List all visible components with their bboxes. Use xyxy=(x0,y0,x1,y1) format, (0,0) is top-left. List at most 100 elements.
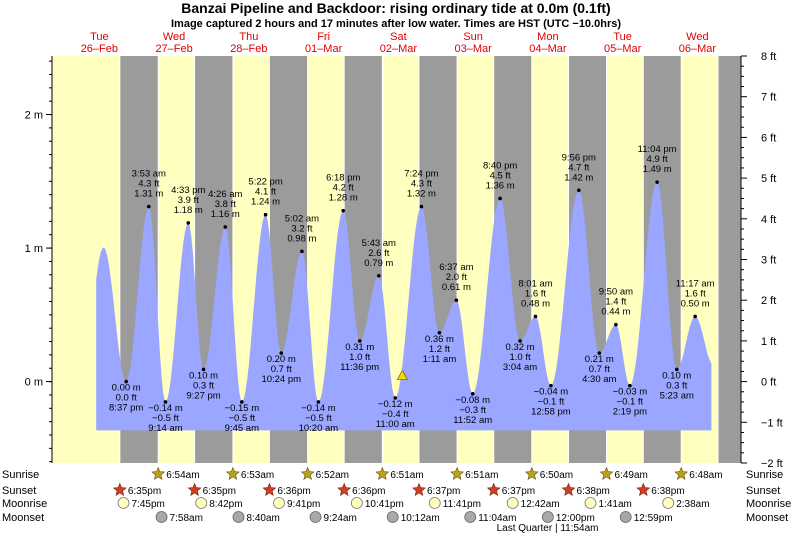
moonrise-time: 12:42am xyxy=(521,499,560,510)
moonrise-icon xyxy=(662,497,675,509)
tide-label: 10:24 pm xyxy=(261,374,301,385)
tide-label: −0.12 m xyxy=(378,399,413,410)
sunrise-star-icon xyxy=(225,466,240,480)
tide-label: −0.4 ft xyxy=(382,409,409,420)
tide-label: 4.7 ft xyxy=(568,162,589,173)
tide-label: 5:22 pm xyxy=(248,177,282,188)
tide-label: 1.28 m xyxy=(329,193,358,204)
tide-label: 4:26 am xyxy=(208,189,242,200)
low-tide-marker xyxy=(597,351,602,355)
tide-label: 0.3 ft xyxy=(666,380,687,391)
day-date-label: 28–Feb xyxy=(230,43,267,55)
tide-label: 0.7 ft xyxy=(271,364,292,375)
tide-label: 1.24 m xyxy=(251,197,280,208)
sunset-row-label-left: Sunset xyxy=(2,485,36,497)
moonset-time: 11:04am xyxy=(478,513,516,524)
sunrise-star-icon xyxy=(151,466,166,480)
low-tide-marker xyxy=(674,367,679,372)
day-date-label: 26–Feb xyxy=(81,43,118,55)
tide-label: 0.21 m xyxy=(585,354,614,365)
tide-label: −0.08 m xyxy=(455,395,490,406)
ft-tick-label: 2 ft xyxy=(761,295,776,307)
sunset-time: 6:36pm xyxy=(277,486,310,497)
moonset-icon xyxy=(386,511,399,523)
moonset-row-label-right: Moonset xyxy=(746,512,788,524)
moonset-time: 8:40am xyxy=(246,513,279,524)
tide-label: −0.14 m xyxy=(301,403,336,414)
moonrise-time: 2:38am xyxy=(676,499,709,510)
high-tide-marker xyxy=(655,180,659,184)
tide-label: 0.00 m xyxy=(112,383,141,394)
moonset-icon xyxy=(619,511,632,523)
sunrise-star-icon xyxy=(674,466,689,480)
tide-label: 1.4 ft xyxy=(605,297,626,308)
ft-tick-label: 1 ft xyxy=(761,336,776,348)
tide-label: 0.0 ft xyxy=(116,393,137,404)
ft-tick-label: 6 ft xyxy=(761,132,776,144)
sunrise-row-label-right: Sunrise xyxy=(746,469,783,481)
moonset-time: 12:00pm xyxy=(556,513,595,524)
sunrise-star-icon xyxy=(599,466,614,480)
moonset-time: 10:12am xyxy=(401,513,440,524)
high-tide-marker xyxy=(533,314,538,319)
m-tick-label: 2 m xyxy=(25,110,43,122)
tide-label: 8:37 pm xyxy=(109,403,143,414)
high-tide-marker xyxy=(693,314,697,319)
tide-label: 0.10 m xyxy=(662,370,691,381)
tide-label: 0.20 m xyxy=(267,354,296,365)
tide-label: −0.5 ft xyxy=(152,413,179,424)
low-tide-marker xyxy=(549,383,553,388)
low-tide-marker xyxy=(279,351,284,355)
tide-label: −0.03 m xyxy=(613,387,648,398)
day-name-label: Fri xyxy=(317,31,330,43)
low-tide-marker xyxy=(240,400,244,404)
tide-label: 1.18 m xyxy=(174,205,203,216)
day-date-label: 01–Mar xyxy=(305,43,343,55)
moonrise-time: 11:41pm xyxy=(443,499,481,510)
low-tide-marker xyxy=(163,400,168,404)
day-name-label: Thu xyxy=(239,31,258,43)
sunset-star-icon xyxy=(337,482,352,496)
low-tide-marker xyxy=(393,396,398,400)
tide-label: 4.1 ft xyxy=(255,187,276,198)
tide-label: 1.0 ft xyxy=(510,352,531,363)
moonrise-icon xyxy=(273,497,285,509)
sunset-time: 6:35pm xyxy=(203,486,236,497)
high-tide-marker xyxy=(614,322,618,327)
sunrise-time: 6:52am xyxy=(316,470,349,481)
tide-label: 10:20 am xyxy=(299,423,339,434)
tide-label: 5:23 am xyxy=(660,390,694,401)
moonrise-time: 7:45pm xyxy=(131,499,164,510)
tide-label: 0.10 m xyxy=(189,370,218,381)
tide-label: 6:18 pm xyxy=(326,173,360,184)
tide-label: 9:50 am xyxy=(599,287,633,298)
tide-label: 2.6 ft xyxy=(368,248,389,259)
day-date-label: 05–Mar xyxy=(604,43,642,55)
tide-label: 1.6 ft xyxy=(525,288,546,299)
tide-label: 9:14 am xyxy=(148,423,182,434)
sunset-star-icon xyxy=(112,482,127,496)
moonrise-row-label-left: Moonrise xyxy=(2,498,47,510)
tide-label: 4.3 ft xyxy=(138,179,159,190)
tide-label: −0.14 m xyxy=(148,403,183,414)
sunrise-time: 6:49am xyxy=(615,470,648,481)
tide-label: −0.04 m xyxy=(534,387,569,398)
sunset-star-icon xyxy=(262,482,277,496)
moonrise-time: 9:41pm xyxy=(287,499,320,510)
high-tide-marker xyxy=(498,196,502,201)
tide-label: 8:01 am xyxy=(518,278,552,289)
tide-label: 9:45 am xyxy=(225,423,259,434)
day-date-label: 06–Mar xyxy=(679,43,717,55)
day-name-label: Sat xyxy=(390,31,407,43)
day-name-label: Wed xyxy=(163,31,185,43)
day-date-label: 02–Mar xyxy=(380,43,418,55)
moonset-icon xyxy=(309,511,322,523)
sunset-time: 6:37pm xyxy=(502,486,535,497)
tide-label: 11:04 pm xyxy=(638,144,677,155)
ft-tick-label: 4 ft xyxy=(761,214,776,226)
current-tide-marker xyxy=(396,369,409,380)
moon-phase-label: Last Quarter | 11:54am xyxy=(497,523,599,534)
high-tide-marker xyxy=(577,188,581,193)
